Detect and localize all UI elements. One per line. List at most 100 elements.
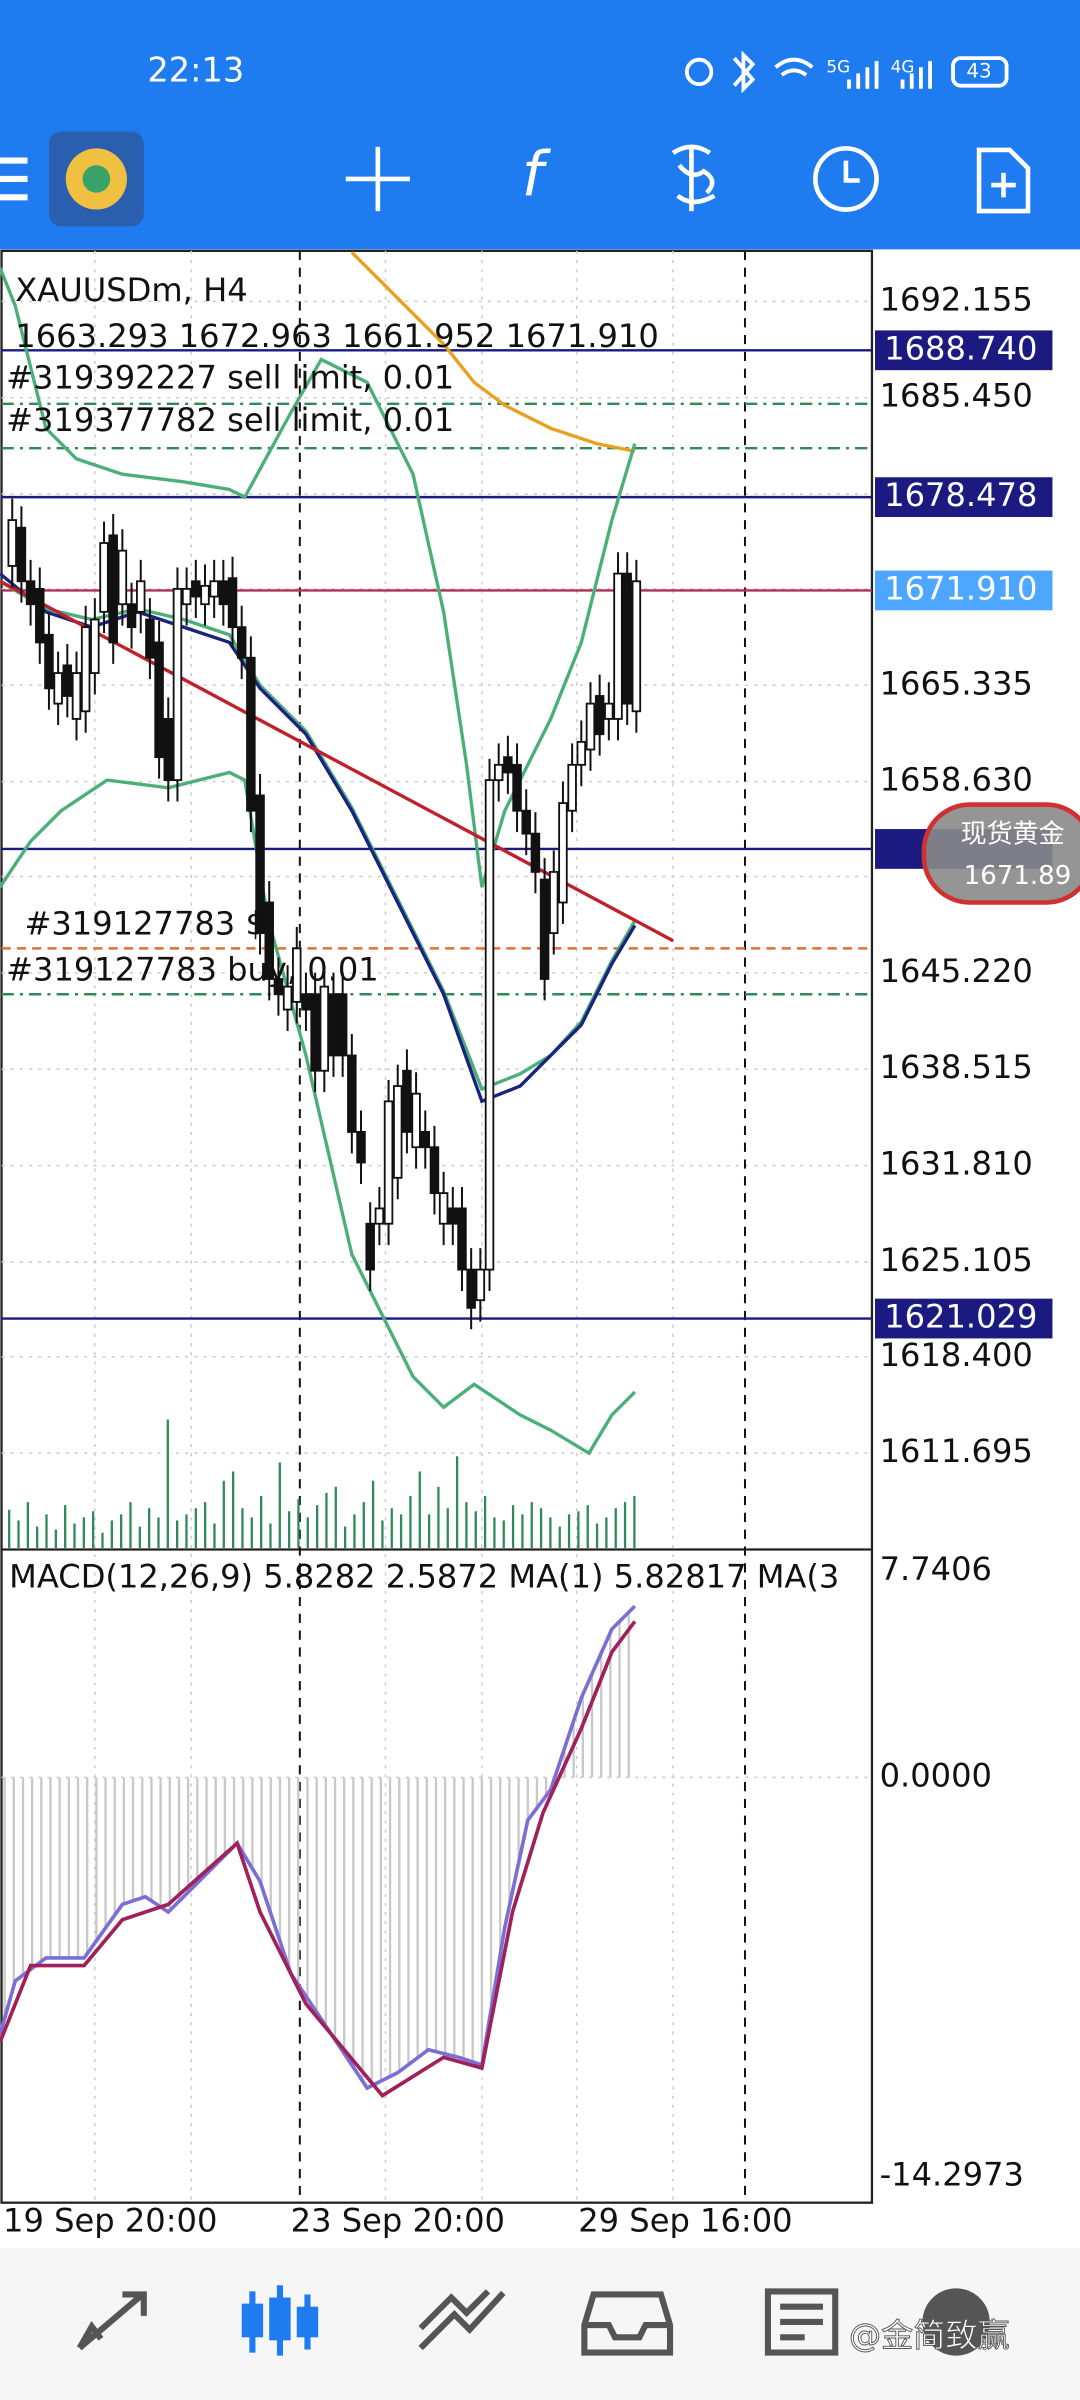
volume-bars [8,1419,636,1548]
candle-body [319,985,330,1072]
grid [1,250,872,2203]
candle-body [631,580,642,713]
indicator-axis-label: 0.0000 [880,1756,992,1794]
candle-body [365,1222,375,1271]
order-label[interactable]: #319392227 sell limit, 0.01 [6,358,454,396]
candle-body [44,633,54,690]
trade-button[interactable] [671,144,716,212]
level-lines [1,349,872,1320]
candle-body [328,993,339,1057]
candle-body [181,587,192,606]
candle-body [264,901,274,980]
price-tag: 1688.740 [884,329,1037,367]
candle-body [622,572,632,705]
quote-name: 现货黄金 [961,820,1065,850]
indicator-label: MACD(12,26,9) 5.8282 2.5872 MA(1) 5.8281… [9,1558,839,1596]
candle-body [466,1268,476,1309]
period-separators [298,250,746,2203]
candle-body [604,702,614,720]
candle-body [503,756,513,774]
watermark: @金简致赢 [849,2316,1010,2354]
order-label[interactable]: #319127783 buy, 0.01 [6,950,379,988]
candle-body [411,1092,421,1149]
indicator-axis-label: -14.2973 [880,2156,1024,2194]
candle-body [273,978,284,996]
price-label: 1625.105 [880,1241,1033,1279]
app-logo[interactable] [48,131,144,227]
candle-body [558,802,568,904]
candle-body [475,1268,486,1302]
candle-body [549,870,559,934]
price-label: 1692.155 [880,280,1033,318]
candle-body [521,809,531,835]
candle-body [80,626,91,713]
candle-body [246,656,256,812]
date-label: 29 Sep 16:00 [578,2202,792,2240]
candle-body [108,534,118,644]
candle-body [576,740,587,766]
price-label: 1611.695 [880,1432,1033,1470]
price-label: 1638.515 [880,1048,1033,1086]
news-tab[interactable] [764,2288,839,2356]
candle-body [255,794,265,934]
candle-body [493,763,504,782]
ohlc-values: 1663.293 1672.963 1661.952 1671.910 [15,317,658,355]
candle-body [35,587,45,644]
candle-body [347,1054,357,1133]
crosshair-button[interactable] [345,146,410,212]
trade-tab[interactable] [418,2289,506,2351]
price-label: 1631.810 [880,1145,1033,1183]
app-bar [0,0,1080,250]
candle-body [99,542,109,613]
candle-body [62,664,73,697]
candle-body [512,763,522,812]
quote-widget[interactable]: 现货黄金 1671.89 [921,802,1080,905]
price-label: 1618.400 [880,1336,1033,1374]
candle-body [145,618,155,659]
candle-body [227,577,238,629]
candle-body [126,603,137,629]
indicator-axis-label: 7.7406 [880,1550,992,1588]
signal-label: 4G [891,56,915,76]
order-label[interactable]: #319127783 $ [24,904,265,942]
order-label[interactable]: #319377782 sell limit, 0.01 [6,401,454,439]
quotes-tab[interactable] [76,2291,147,2351]
candle-body [191,580,201,598]
candle-body [392,1085,403,1179]
candle-body [135,580,146,613]
candle-body [200,584,210,606]
candle-body [117,549,128,606]
candle-body [402,1069,412,1133]
quote-price: 1671.89 [964,861,1072,891]
signal-label: 5G [826,56,850,76]
candle-body [613,572,623,720]
settings-tab[interactable] [922,2288,990,2356]
history-tab[interactable] [581,2291,674,2356]
candle-body [71,672,82,720]
price-label: 1685.450 [880,377,1033,415]
candle-body [420,1131,431,1149]
bottom-nav [0,2248,1080,2400]
candle-body [53,672,63,705]
candle-body [310,993,320,1072]
chart-tab[interactable] [241,2285,319,2356]
timeframe-button[interactable] [813,146,879,212]
candle-body [383,1100,394,1225]
price-tag: 1621.029 [884,1298,1037,1336]
candle-body [7,519,17,567]
candle-body [282,985,293,1011]
candle-body [429,1146,440,1195]
candle-body [292,947,302,1003]
candle-body [457,1207,467,1271]
price-tag: 1671.910 [884,569,1037,607]
candle-body [356,1131,366,1164]
new-order-button[interactable] [976,147,1031,214]
menu-button[interactable] [0,157,28,201]
candle-body [172,587,183,782]
macd-histogram [3,1612,630,2086]
candle-body [16,526,27,583]
candle-body [25,580,36,606]
date-label: 23 Sep 20:00 [291,2202,505,2240]
